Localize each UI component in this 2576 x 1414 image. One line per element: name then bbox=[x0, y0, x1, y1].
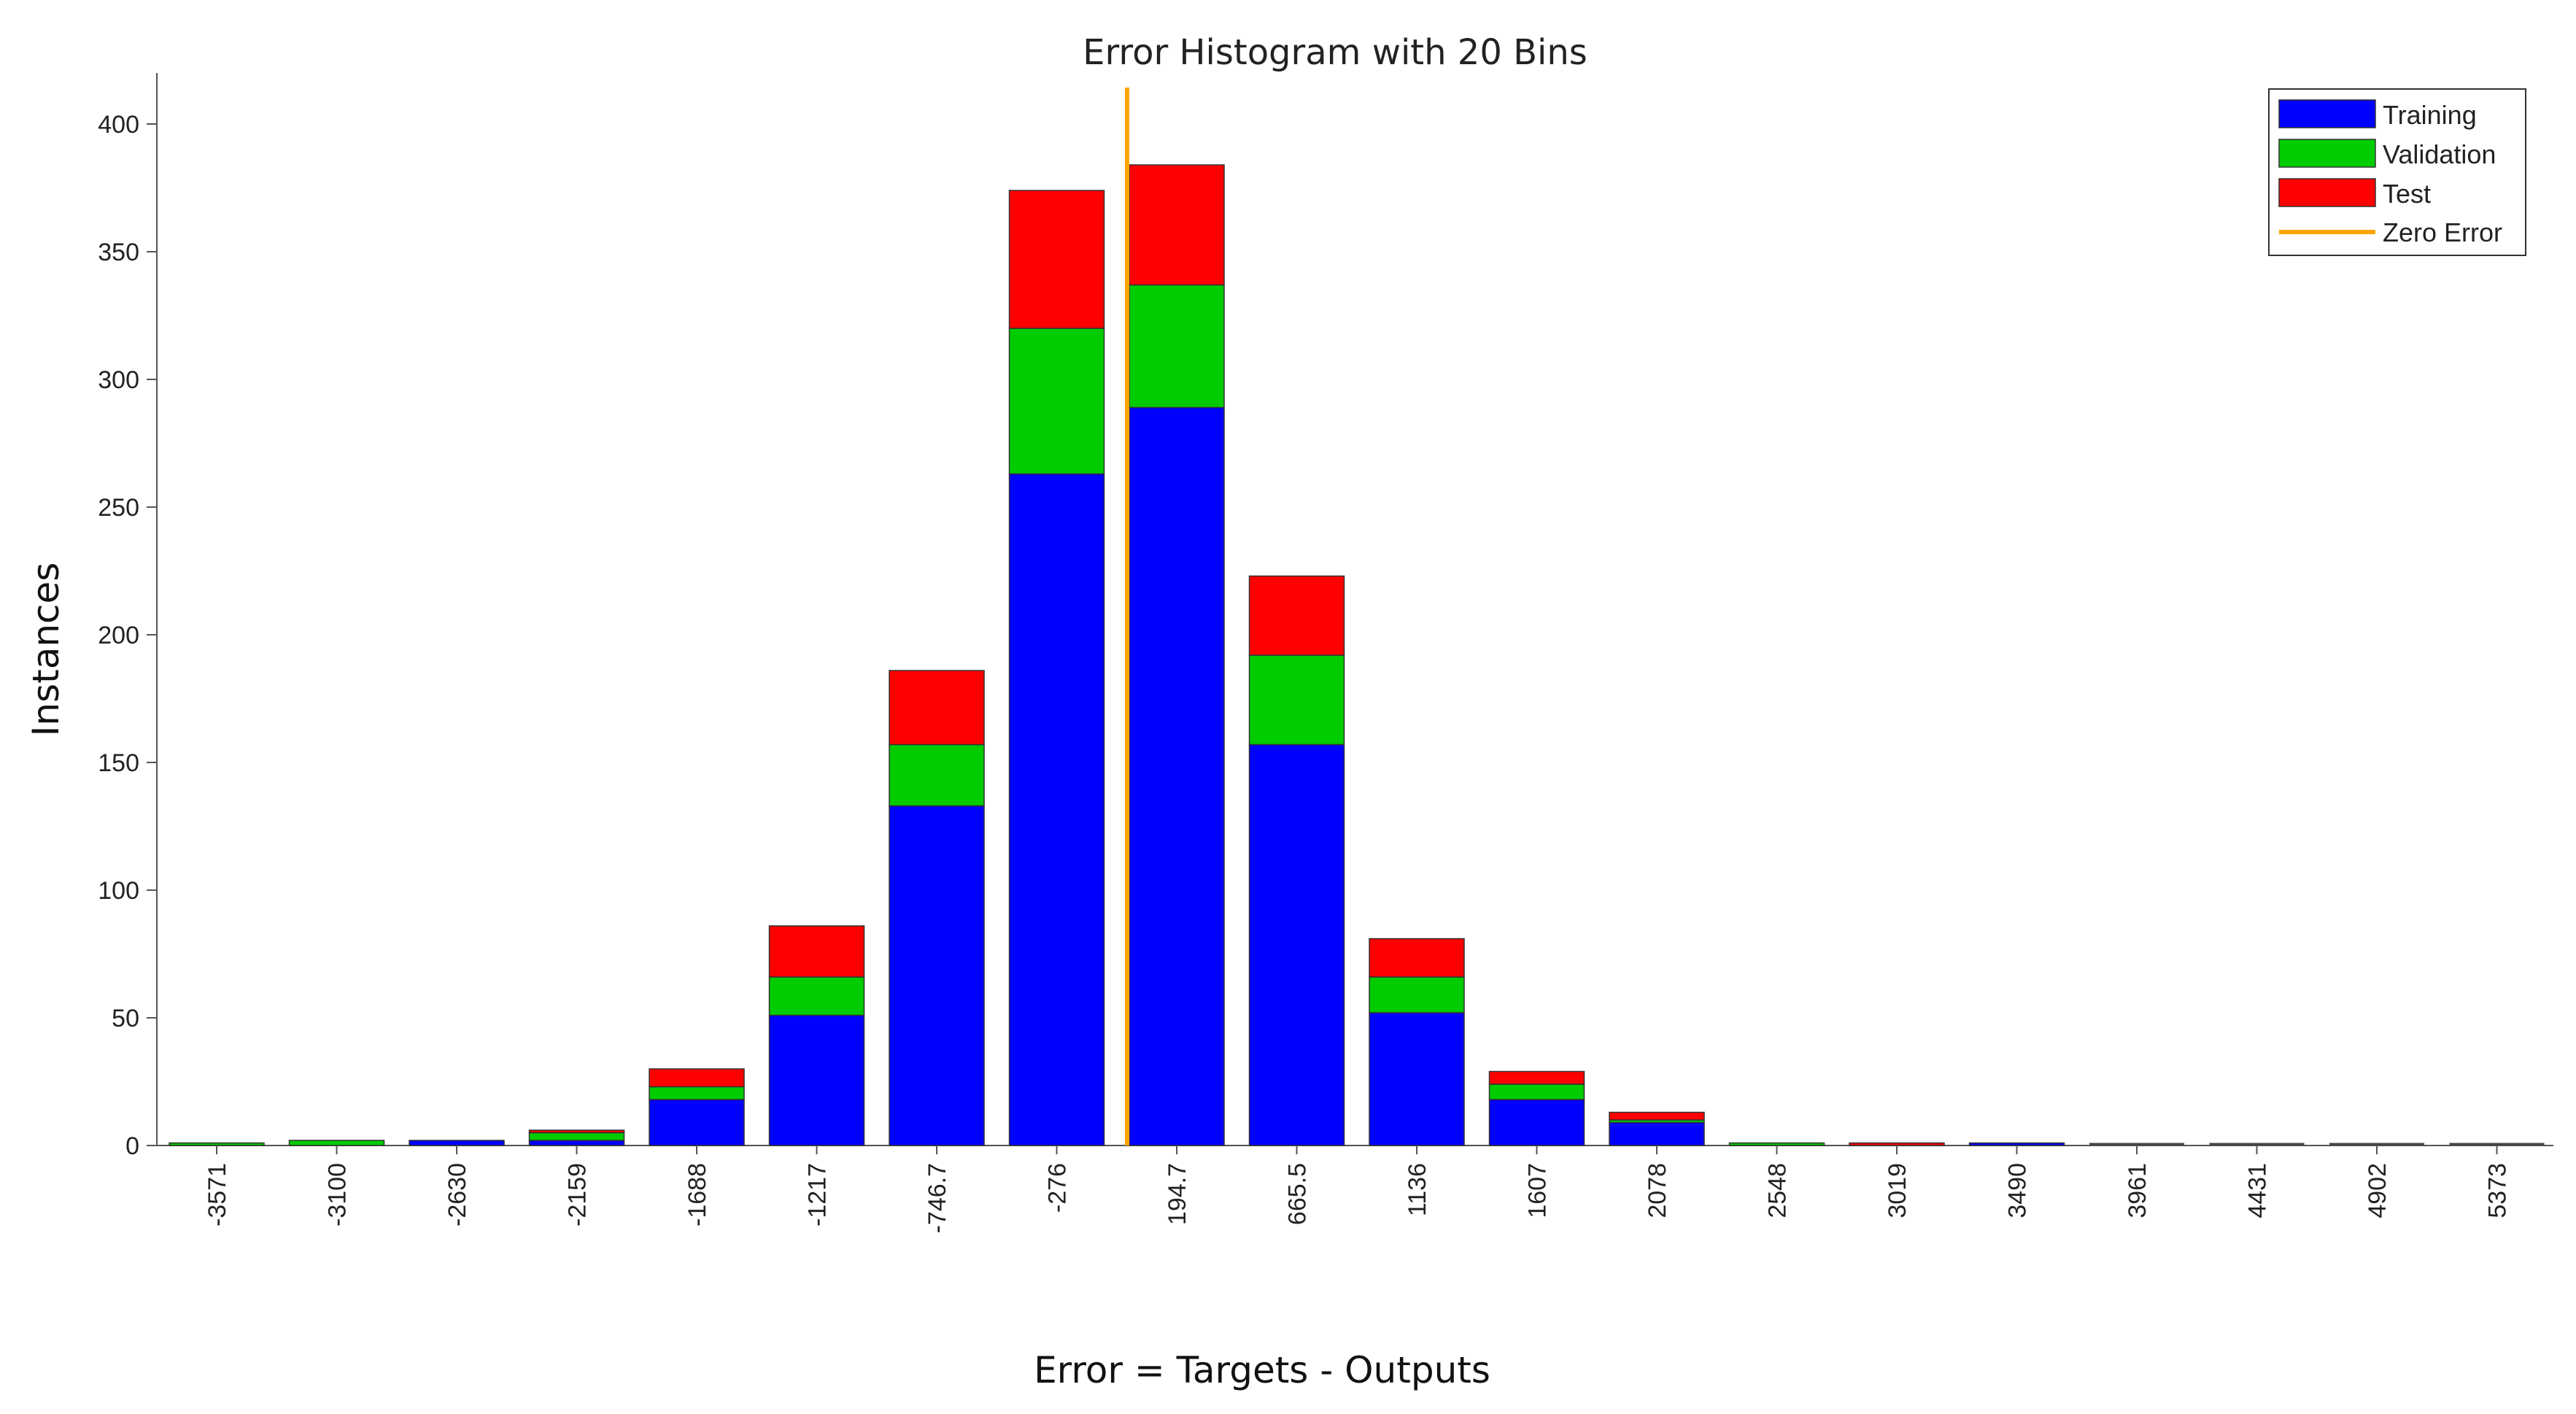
bar-segment-training bbox=[768, 1014, 865, 1146]
y-tick-label: 0 bbox=[125, 1132, 139, 1160]
legend-label-zero-error: Zero Error bbox=[2383, 217, 2502, 247]
y-tick-label: 150 bbox=[98, 749, 139, 777]
bar-segment-test bbox=[528, 1129, 625, 1134]
bar-segment-validation bbox=[1129, 284, 1225, 409]
bar-segment-test bbox=[1129, 164, 1225, 286]
y-tick-label: 100 bbox=[98, 877, 139, 905]
bar-segment-training bbox=[1488, 1099, 1585, 1146]
bar-segment-test bbox=[1248, 575, 1345, 656]
x-tick-label: -3100 bbox=[324, 1163, 352, 1226]
x-tick-label: -3571 bbox=[204, 1163, 231, 1226]
bar-segment-training bbox=[1008, 473, 1105, 1146]
bar-segment-training bbox=[1609, 1121, 1705, 1146]
legend-swatch-validation bbox=[2278, 139, 2376, 168]
x-tick-label: 194.7 bbox=[1164, 1163, 1191, 1225]
x-tick-label: -2159 bbox=[564, 1163, 592, 1226]
y-tick-label: 200 bbox=[98, 622, 139, 649]
y-axis-label: Instances bbox=[25, 563, 67, 737]
x-tick-label: 2548 bbox=[1764, 1163, 1792, 1218]
x-tick-label: 4431 bbox=[2244, 1163, 2272, 1218]
bar-segment-test bbox=[889, 670, 985, 746]
x-tick-label: 1607 bbox=[1524, 1163, 1552, 1218]
legend: Training Validation Test Zero Error bbox=[2268, 88, 2526, 256]
bar-segment-test bbox=[1369, 938, 1465, 978]
bar-segment-training bbox=[889, 805, 985, 1146]
x-tick-label: -1688 bbox=[684, 1163, 711, 1226]
bar-segment-training bbox=[1968, 1142, 2065, 1146]
x-tick-label: 5373 bbox=[2484, 1163, 2512, 1218]
bar-segment-test bbox=[1488, 1070, 1585, 1085]
bar-segment-test bbox=[1609, 1111, 1705, 1121]
bar-segment-validation bbox=[169, 1142, 265, 1146]
x-tick-label: 665.5 bbox=[1284, 1163, 1312, 1225]
x-tick-label: 3490 bbox=[2004, 1163, 2032, 1218]
x-axis-label: Error = Targets - Outputs bbox=[1034, 1349, 1490, 1391]
bar-segment-validation bbox=[1248, 654, 1345, 746]
y-tick-label: 350 bbox=[98, 239, 139, 266]
x-tick-label: 1136 bbox=[1404, 1163, 1431, 1216]
bar-segment-training bbox=[1129, 406, 1225, 1146]
plot-area: 0 50 100 150 200 250 300 350 400 -3571 -3100 -2630… bbox=[98, 73, 2553, 1233]
bar-segment-validation bbox=[1728, 1142, 1825, 1146]
legend-swatch-training bbox=[2278, 99, 2376, 128]
bar-segment-training bbox=[1369, 1012, 1465, 1146]
bar-segment-test bbox=[649, 1068, 745, 1088]
bar-segment-training bbox=[528, 1140, 625, 1146]
legend-swatch-test bbox=[2278, 178, 2376, 207]
legend-label-validation: Validation bbox=[2383, 139, 2496, 169]
y-tick-label: 50 bbox=[112, 1005, 139, 1032]
bar-segment-validation bbox=[889, 743, 985, 807]
x-tick-label: 3019 bbox=[1884, 1163, 1911, 1218]
x-tick-label: 3961 bbox=[2124, 1163, 2151, 1218]
legend-label-test: Test bbox=[2383, 179, 2431, 209]
bar-segment-training bbox=[409, 1140, 505, 1146]
y-tick-label: 250 bbox=[98, 494, 139, 522]
bar-segment-validation bbox=[1008, 328, 1105, 475]
bar-segment-test bbox=[768, 925, 865, 978]
bar-segment-test bbox=[1008, 190, 1105, 329]
bar-segment-validation bbox=[1369, 976, 1465, 1013]
bar-segment-test bbox=[1849, 1142, 1945, 1146]
bar-segment-validation bbox=[649, 1086, 745, 1100]
bar-segment-training bbox=[1248, 743, 1345, 1146]
x-tick-label: -2630 bbox=[444, 1163, 471, 1226]
x-tick-label: 2078 bbox=[1644, 1163, 1671, 1218]
bar-segment-validation bbox=[288, 1140, 385, 1146]
y-ticks: 0 50 100 150 200 250 300 350 400 bbox=[98, 111, 157, 1160]
x-tick-label: -746.7 bbox=[924, 1163, 951, 1233]
x-tick-label: -276 bbox=[1044, 1163, 1072, 1213]
x-ticks: -3571 -3100 -2630 -2159 -1688 -1217 -746.7 -276… bbox=[204, 1146, 2512, 1233]
y-tick-label: 400 bbox=[98, 111, 139, 139]
bars bbox=[169, 164, 2545, 1146]
chart-title: Error Histogram with 20 Bins bbox=[1083, 32, 1587, 73]
bar-segment-training bbox=[649, 1099, 745, 1146]
x-tick-label: 4902 bbox=[2364, 1163, 2391, 1218]
x-tick-label: -1217 bbox=[804, 1163, 832, 1226]
legend-label-training: Training bbox=[2383, 100, 2477, 130]
y-tick-label: 300 bbox=[98, 366, 139, 394]
bar-segment-validation bbox=[1488, 1083, 1585, 1100]
bar-segment-validation bbox=[768, 976, 865, 1016]
bar-segment-validation bbox=[528, 1132, 625, 1141]
